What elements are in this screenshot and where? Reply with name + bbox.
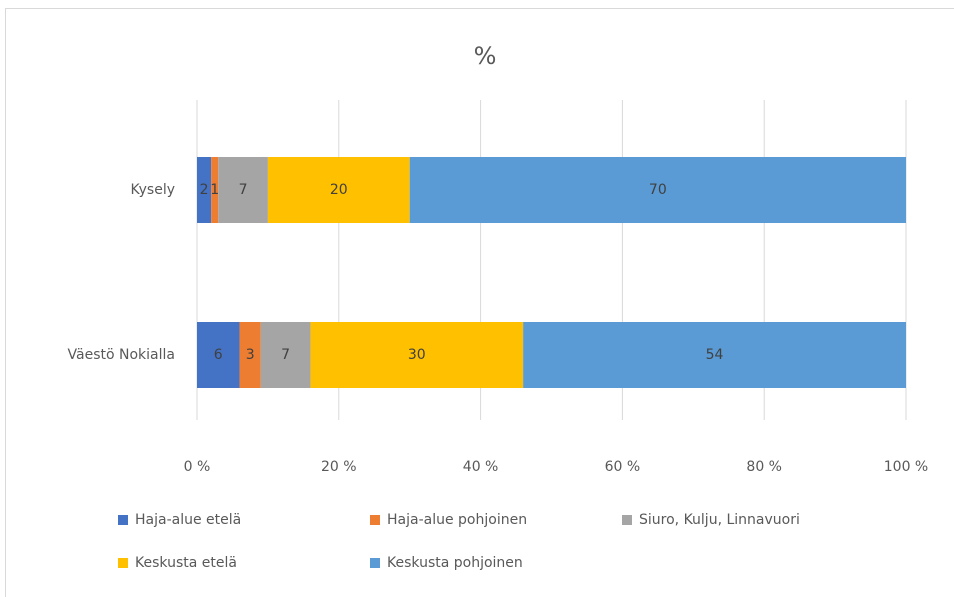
data-label: 2 — [200, 182, 209, 198]
legend-swatch — [118, 558, 128, 568]
data-label: 20 — [330, 182, 348, 198]
legend-swatch — [118, 515, 128, 525]
legend-label: Haja-alue etelä — [135, 512, 241, 528]
data-label: 1 — [210, 182, 219, 198]
x-tick-label: 80 % — [746, 459, 782, 475]
legend-label: Keskusta pohjoinen — [387, 555, 523, 571]
data-label: 7 — [281, 347, 290, 363]
chart-title: % — [474, 42, 497, 70]
bar-segment — [409, 157, 906, 223]
x-tick-label: 20 % — [321, 459, 357, 475]
bar-segment — [197, 322, 240, 388]
bar-segment — [523, 322, 906, 388]
data-label: 7 — [239, 182, 248, 198]
data-label: 6 — [214, 347, 223, 363]
chart-frame — [5, 8, 954, 597]
data-label: 54 — [706, 347, 724, 363]
x-tick-label: 0 % — [184, 459, 211, 475]
bar-segment — [197, 157, 212, 223]
x-tick-label: 40 % — [463, 459, 499, 475]
legend-label: Keskusta etelä — [135, 555, 237, 571]
data-label: 70 — [649, 182, 667, 198]
bar-segment — [239, 322, 261, 388]
legend-swatch — [370, 515, 380, 525]
legend-label: Siuro, Kulju, Linnavuori — [639, 512, 800, 528]
bar-segment — [218, 157, 268, 223]
legend-swatch — [370, 558, 380, 568]
bar-segment — [310, 322, 524, 388]
y-tick-label: Kysely — [130, 182, 175, 198]
x-tick-label: 100 % — [884, 459, 928, 475]
bar-segment — [260, 322, 311, 388]
legend-swatch — [622, 515, 632, 525]
legend-label: Haja-alue pohjoinen — [387, 512, 527, 528]
bar-segment — [267, 157, 410, 223]
x-tick-label: 60 % — [605, 459, 641, 475]
data-label: 3 — [246, 347, 255, 363]
data-label: 30 — [408, 347, 426, 363]
bar-segment — [211, 157, 219, 223]
y-tick-label: Väestö Nokialla — [68, 347, 175, 363]
